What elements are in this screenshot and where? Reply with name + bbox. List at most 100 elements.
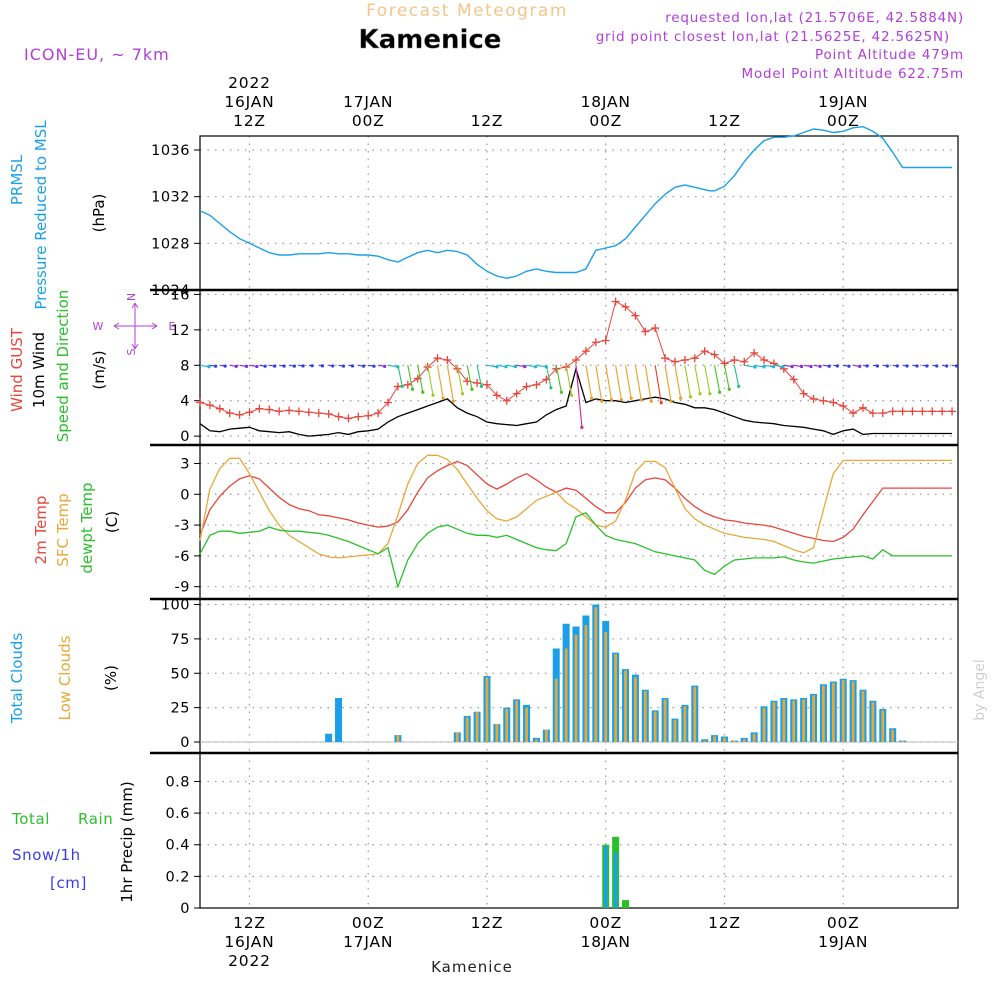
temp-2m-line: [199, 460, 953, 543]
time-label: 17JAN: [343, 933, 393, 951]
wind-arrow-head: [234, 364, 238, 368]
gust-marker: [532, 380, 541, 389]
gust-marker: [591, 338, 600, 347]
total-cloud-bar: [325, 733, 333, 742]
wind-arrow-head: [569, 393, 574, 397]
wind-panel: 0 4 8 12 16: [171, 287, 959, 446]
compass-arrows: [113, 302, 158, 350]
low-cloud-bar: [475, 711, 479, 742]
low-cloud-bar: [693, 687, 697, 742]
gust-marker: [572, 355, 581, 364]
gust-marker: [641, 327, 650, 336]
time-label: 19JAN: [818, 93, 868, 111]
gust-marker: [344, 414, 353, 423]
gust-marker: [354, 412, 363, 421]
gust-marker: [265, 405, 274, 414]
gust-marker: [928, 407, 937, 416]
location-title: Kamenice: [359, 25, 502, 55]
low-cloud-bar: [465, 717, 469, 742]
wind-arrow-head: [273, 364, 277, 368]
y-tick-label: 1036: [151, 143, 190, 159]
gust-marker: [859, 403, 868, 412]
y-tick-label: 1032: [151, 190, 190, 206]
y-tick-label: 8: [180, 358, 190, 374]
gust-marker: [700, 347, 709, 356]
wind-arrow-head: [781, 365, 785, 369]
gust-marker: [898, 407, 907, 416]
product-title: Forecast Meteogram: [366, 1, 568, 21]
sfc-temp-line: [199, 454, 953, 559]
y-tick-label: 50: [171, 666, 190, 682]
y-tick-label: 0.2: [165, 869, 190, 885]
wind-arrow-head: [895, 364, 899, 368]
y-tick-label: 0.8: [165, 774, 190, 790]
low-cloud-bar: [525, 707, 528, 742]
low-cloud-bar: [663, 699, 667, 742]
gust-marker: [443, 355, 452, 364]
wind-arrow: [634, 365, 642, 400]
temp-2m-label: 2m Temp: [32, 496, 50, 565]
time-label: 00Z: [589, 112, 622, 130]
requested-coordinates: requested lon,lat (21.5706E, 42.5884N): [665, 10, 964, 26]
wind-arrow-head: [244, 364, 249, 368]
time-label: 12Z: [471, 112, 504, 130]
wind-arrow-head: [945, 364, 949, 368]
wind-10m-label: 10m Wind: [30, 332, 48, 408]
time-label: 12Z: [233, 112, 266, 130]
wind-arrow-head: [495, 365, 499, 369]
y-tick-label: 0.4: [165, 838, 190, 854]
y-tick-label: 75: [171, 632, 190, 648]
panel-frame: [199, 135, 959, 291]
wind-arrow-head: [310, 364, 314, 368]
wind-arrow-head: [708, 392, 712, 396]
gust-marker: [661, 354, 670, 363]
prmsl-line: [199, 125, 953, 280]
wind-arrow: [723, 365, 730, 390]
gust-marker: [245, 408, 254, 417]
wind-arrow-head: [727, 387, 731, 391]
time-label: 19JAN: [818, 933, 868, 951]
point-altitude: Point Altitude 479m: [815, 47, 964, 63]
gust-marker: [324, 410, 333, 418]
compass-n: N: [125, 293, 138, 301]
wind-arrow-head: [504, 365, 508, 369]
wind-arrow: [565, 365, 573, 396]
wind-arrow-head: [223, 364, 227, 368]
low-cloud-bar: [564, 648, 568, 742]
wind-speed-line: [199, 366, 953, 437]
wind-arrow: [545, 365, 552, 388]
wind-arrow-head: [580, 425, 584, 429]
wind-arrow-head: [400, 384, 404, 388]
low-cloud-bar: [554, 678, 558, 742]
wind-arrow-head: [865, 364, 869, 368]
wind-arrow-head: [292, 364, 297, 368]
gust-marker: [740, 357, 749, 366]
gust-marker: [403, 380, 412, 389]
low-cloud-bar: [802, 699, 806, 742]
gust-marker: [235, 410, 244, 419]
gust-marker: [750, 348, 759, 357]
wind-arrow-head: [451, 399, 455, 403]
wind-arrow-head: [905, 364, 909, 368]
wind-arrow-head: [698, 392, 702, 396]
time-label: 12Z: [233, 914, 266, 932]
gust-marker: [651, 324, 660, 333]
wind-arrow: [536, 364, 547, 368]
low-cloud-bar: [634, 677, 637, 742]
y-tick-label: 25: [171, 701, 190, 717]
low-cloud-bar: [396, 735, 400, 742]
low-cloud-bar: [723, 737, 726, 742]
wind-arrow-head: [762, 365, 766, 369]
wind-arrow: [664, 365, 672, 402]
wind-arrow: [486, 364, 497, 368]
gust-marker: [314, 409, 323, 418]
wind-arrow: [605, 365, 613, 400]
time-label: 12Z: [471, 914, 504, 932]
wind-arrow-head: [935, 364, 939, 368]
total-precip-bar: [622, 900, 630, 908]
gust-marker: [393, 382, 402, 391]
total-clouds-label: Total Clouds: [8, 633, 26, 725]
gust-marker: [888, 407, 897, 416]
snow-unit: [cm]: [50, 874, 87, 892]
wind-arrow: [714, 365, 721, 393]
